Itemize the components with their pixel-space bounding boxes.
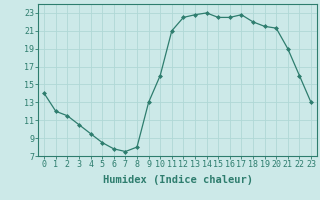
- X-axis label: Humidex (Indice chaleur): Humidex (Indice chaleur): [103, 175, 252, 185]
